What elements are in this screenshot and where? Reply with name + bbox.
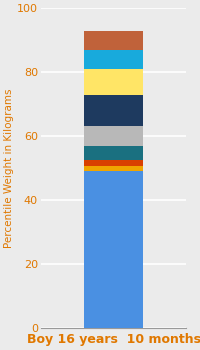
Bar <box>84 160 143 167</box>
Y-axis label: Percentile Weight in Kilograms: Percentile Weight in Kilograms <box>4 88 14 248</box>
Bar <box>84 146 143 160</box>
Bar <box>84 69 143 94</box>
Bar <box>84 126 143 146</box>
Bar <box>84 50 143 69</box>
Bar <box>84 94 143 126</box>
Bar <box>84 167 143 171</box>
Bar <box>84 30 143 50</box>
Bar <box>84 171 143 328</box>
